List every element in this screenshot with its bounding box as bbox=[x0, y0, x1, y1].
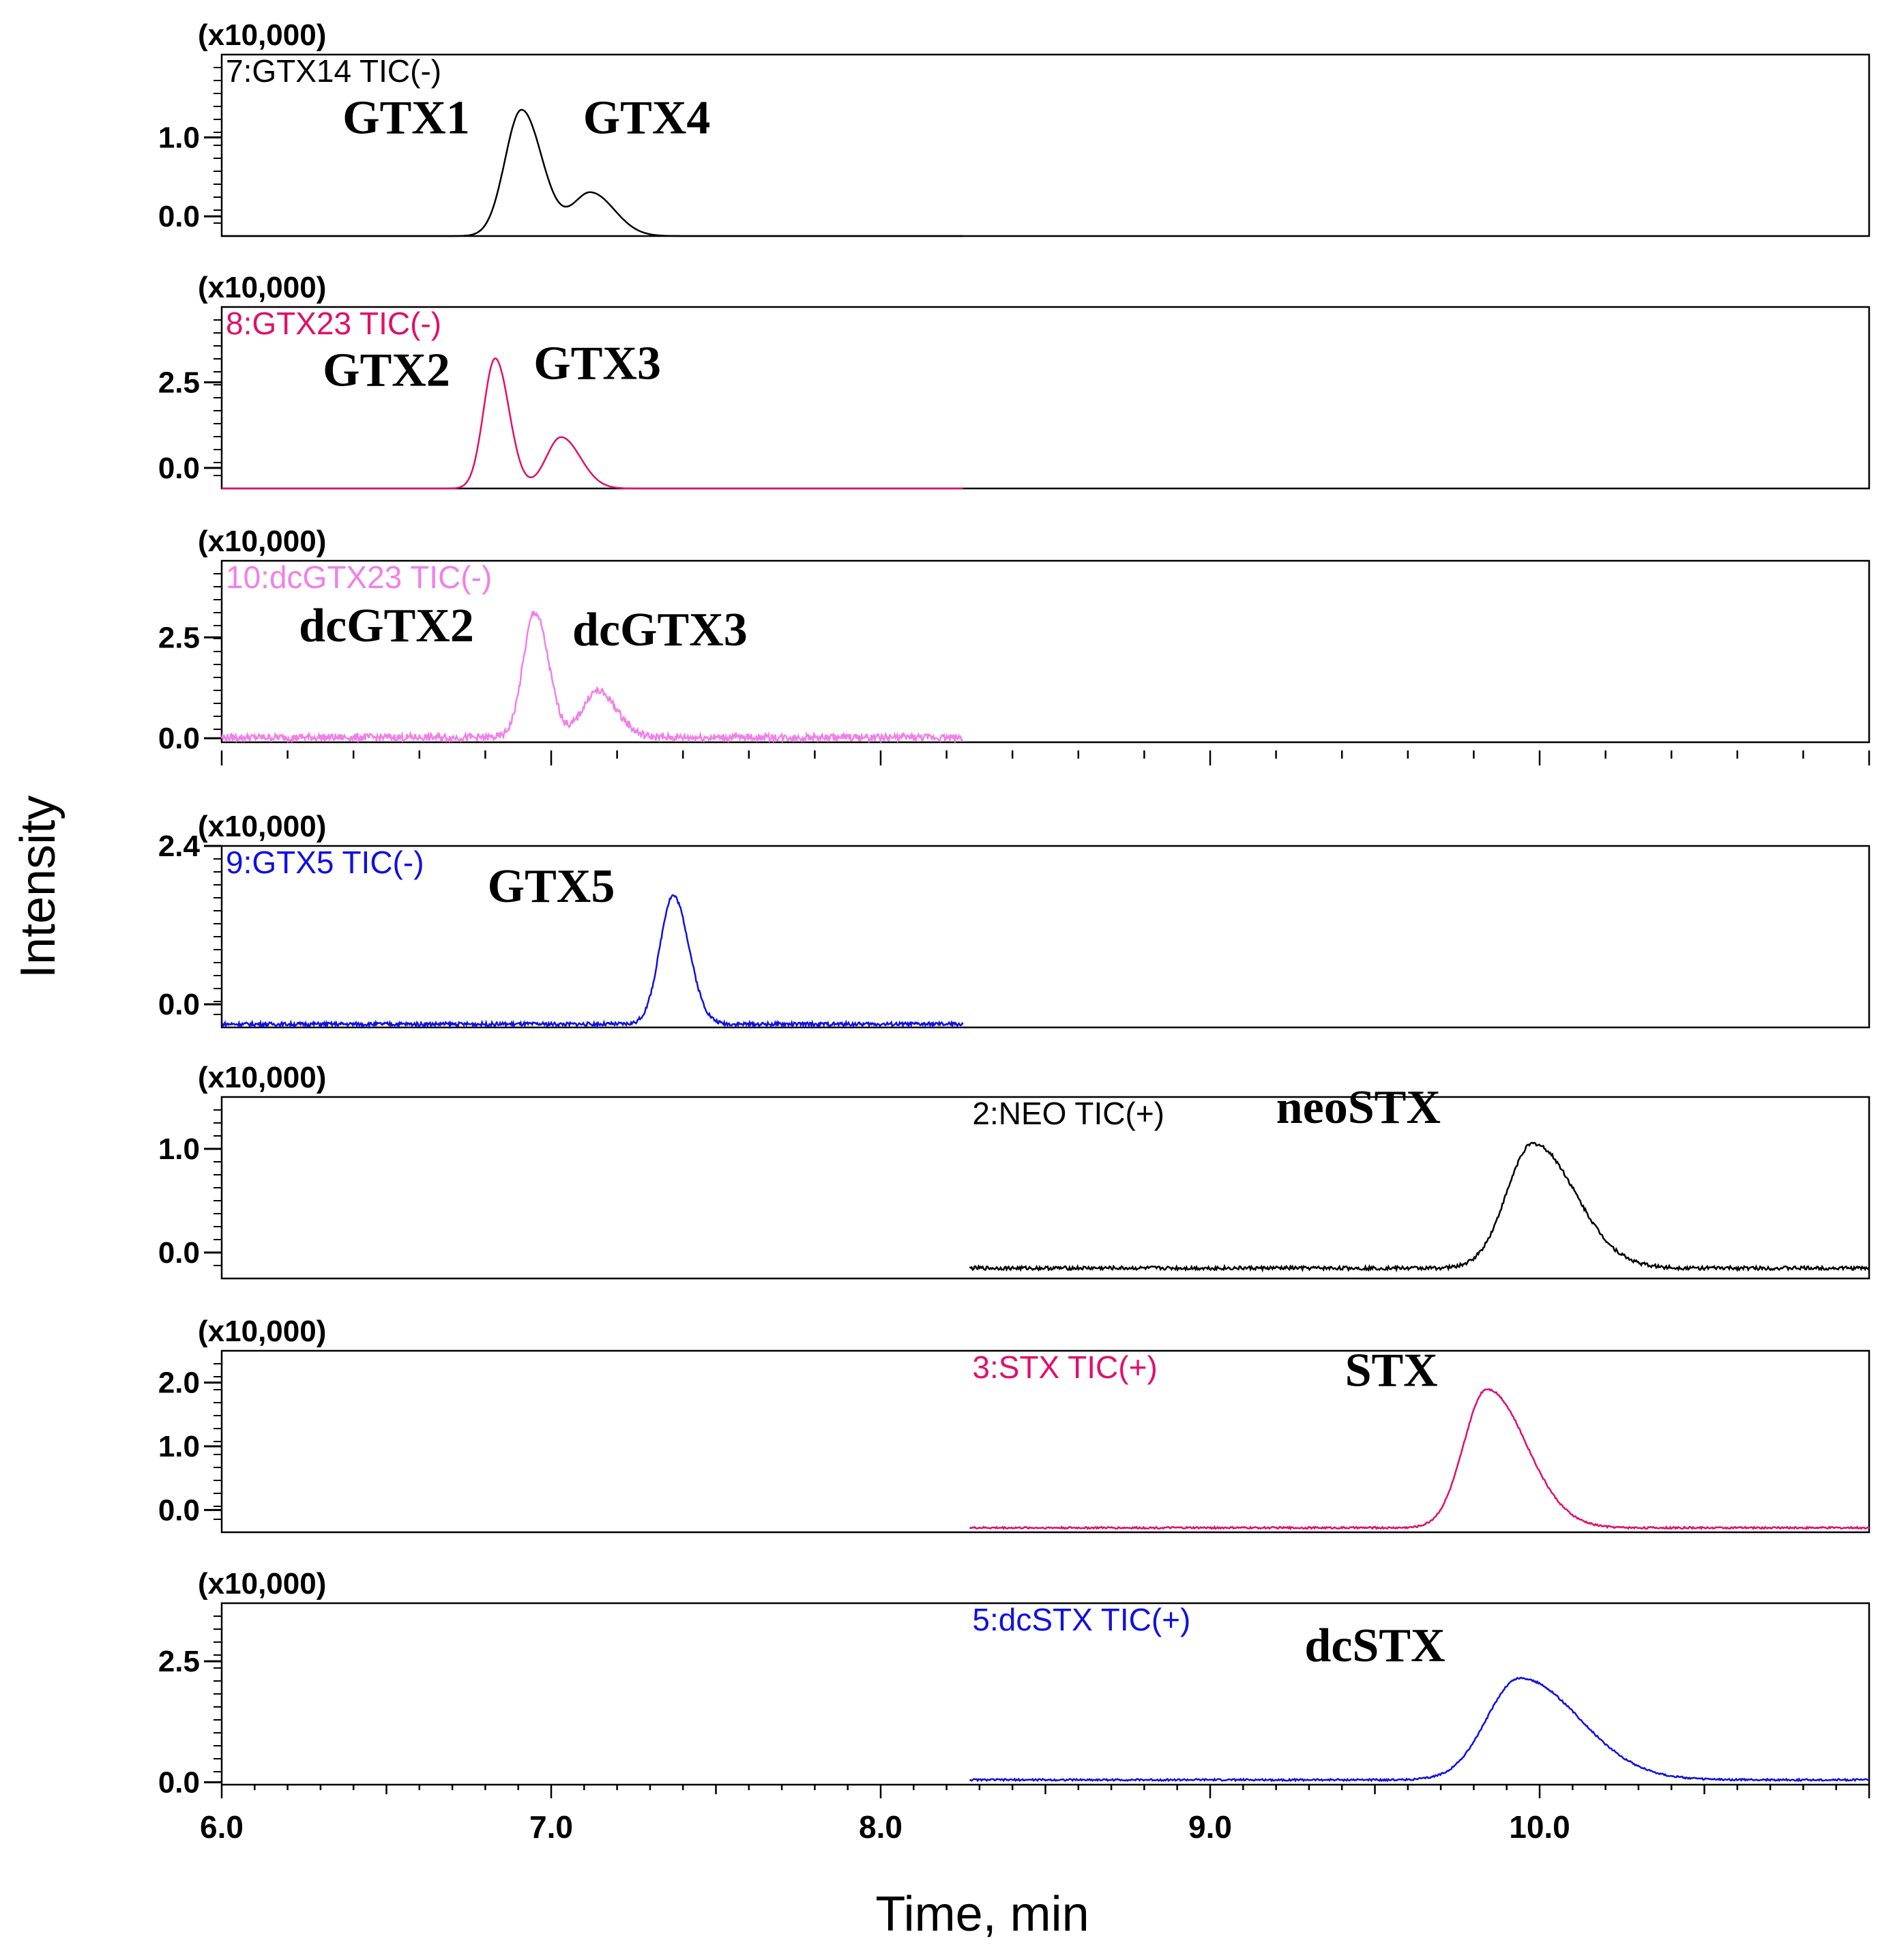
trace-line bbox=[969, 1141, 1870, 1273]
panel-7: 0.0 2.5 (x10,000) 5:dcSTX TIC(+) dcSTX bbox=[158, 1567, 1870, 1799]
y-tick-label: 2.4 bbox=[158, 830, 201, 863]
y-tick-label: 1.0 bbox=[158, 1132, 200, 1166]
trace-title: 5:dcSTX TIC(+) bbox=[972, 1602, 1190, 1637]
y-tick-label: 2.5 bbox=[158, 621, 200, 654]
y-tick-label: 2.0 bbox=[158, 1366, 200, 1400]
trace-line bbox=[969, 1388, 1870, 1531]
y-tick-label: 1.0 bbox=[158, 121, 200, 154]
panel-4: 0.0 2.4(x10,000)9:GTX5 TIC(-) GTX5 bbox=[158, 810, 1870, 1029]
panel-3: 0.0 2.5 (x10,000)10:dcGTX23 TIC(-) dcGTX2 dc… bbox=[158, 525, 1870, 755]
y-tick-label: 0.0 bbox=[158, 722, 200, 755]
panel-frame bbox=[220, 845, 1870, 1029]
y-tick-label: 2.5 bbox=[158, 366, 200, 399]
y-tick-label: 1.0 bbox=[158, 1430, 200, 1463]
y-tick-label: 0.0 bbox=[158, 452, 200, 485]
trace-title: 3:STX TIC(+) bbox=[972, 1349, 1157, 1385]
x-tick-label: 7.0 bbox=[529, 1809, 573, 1845]
peak-label: GTX4 bbox=[583, 92, 711, 145]
peak-label: dcSTX bbox=[1304, 1620, 1445, 1672]
trace-title: 7:GTX14 TIC(-) bbox=[226, 53, 441, 89]
y-tick-label: 0.0 bbox=[158, 1493, 200, 1527]
scale-label: (x10,000) bbox=[198, 18, 326, 52]
panel-frame bbox=[220, 53, 1870, 237]
trace-title: 10:dcGTX23 TIC(-) bbox=[226, 559, 492, 595]
x-tick-label: 6.0 bbox=[200, 1809, 244, 1845]
scale-label: (x10,000) bbox=[198, 1567, 326, 1600]
panel-6: 0.0 1.0 2.0 (x10,000) 3:STX TIC(+) STX bbox=[158, 1315, 1870, 1534]
y-tick-label: 0.0 bbox=[158, 988, 200, 1021]
x-tick-label: 9.0 bbox=[1188, 1809, 1232, 1845]
y-axis-label: Intensity bbox=[11, 795, 65, 978]
panel-frame bbox=[220, 306, 1870, 490]
trace-line bbox=[222, 108, 963, 237]
scale-label: (x10,000) bbox=[198, 810, 326, 843]
x-axis-label: Time, min bbox=[875, 1887, 1089, 1942]
panel-2: 0.0 2.5 (x10,000)8:GTX23 TIC(-)GTX2 GTX3 bbox=[158, 271, 1870, 490]
trace-title: 9:GTX5 TIC(-) bbox=[226, 845, 424, 880]
panels-group: 0.01.0(x10,000)7:GTX14 TIC(-)GTX1 GTX40.0… bbox=[158, 18, 1870, 1799]
y-tick-label: 0.0 bbox=[158, 1766, 200, 1799]
scale-label: (x10,000) bbox=[198, 525, 326, 558]
trace-title: 8:GTX23 TIC(-) bbox=[226, 306, 441, 341]
peak-label: dcGTX2 bbox=[299, 600, 474, 652]
x-tick-label: 8.0 bbox=[859, 1809, 903, 1845]
scale-label: (x10,000) bbox=[198, 1315, 326, 1348]
peak-label: GTX2 bbox=[323, 344, 450, 396]
panel-1: 0.0 1.0 (x10,000)7:GTX14 TIC(-)GTX1 GTX4 bbox=[158, 18, 1870, 237]
x-tick-label: 10.0 bbox=[1509, 1809, 1570, 1845]
peak-label: GTX5 bbox=[488, 860, 615, 913]
peak-label: GTX3 bbox=[533, 337, 661, 390]
x-axis: 6.0 7.0 8.0 9.0 10.0 bbox=[200, 1785, 1870, 1845]
y-tick-label: 0.0 bbox=[158, 1236, 200, 1270]
trace-line bbox=[220, 610, 964, 744]
scale-label: (x10,000) bbox=[198, 1061, 326, 1094]
peak-label: STX bbox=[1345, 1344, 1438, 1396]
peak-label: neoSTX bbox=[1276, 1081, 1441, 1134]
scale-label: (x10,000) bbox=[198, 271, 326, 304]
peak-label: dcGTX3 bbox=[572, 604, 748, 656]
y-tick-label: 2.5 bbox=[158, 1645, 200, 1678]
trace-line bbox=[222, 357, 963, 490]
y-tick-label: 0.0 bbox=[158, 200, 200, 233]
peak-label: GTX1 bbox=[342, 92, 470, 145]
panel-5: 0.0 1.0 (x10,000) 2:NEO TIC(+) neoSTX bbox=[158, 1061, 1870, 1280]
trace-line bbox=[221, 894, 964, 1029]
trace-title: 2:NEO TIC(+) bbox=[972, 1096, 1164, 1131]
trace-line bbox=[969, 1676, 1870, 1783]
